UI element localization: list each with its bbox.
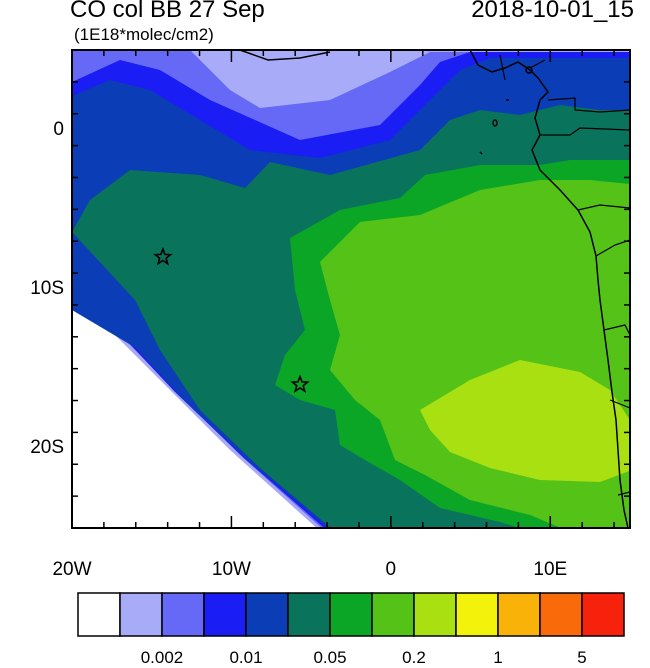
lat-label: 0 (53, 118, 64, 140)
colorbar-label: 0.2 (402, 648, 426, 667)
star-marker-icon (290, 374, 310, 393)
marker-layer (153, 246, 310, 393)
colorbar-swatch (581, 592, 625, 637)
colorbar-swatch (161, 592, 205, 637)
colorbar-label: 0.05 (313, 648, 347, 667)
colorbar-swatch (203, 592, 247, 637)
star-marker-icon (153, 246, 173, 266)
co-concentration-field (72, 50, 630, 528)
lon-label: 20W (52, 559, 92, 580)
map-frame (71, 49, 631, 529)
lon-label: 0 (385, 559, 397, 580)
colorbar-swatch (455, 592, 499, 637)
colorbar-swatch (287, 592, 331, 637)
colorbar-label: 0.002 (140, 648, 184, 667)
colorbar-label: 1 (493, 648, 503, 667)
map-ticks (71, 49, 630, 529)
lat-label: 10S (30, 278, 64, 299)
lon-label: 10W (211, 559, 251, 580)
colorbar-swatch (119, 592, 163, 637)
colorbar-swatch (77, 592, 121, 637)
colorbar-swatch (329, 592, 373, 637)
colorbar-swatch (371, 592, 415, 637)
colorbar-swatch (497, 592, 541, 637)
colorbar-swatch (413, 592, 457, 637)
timestamp-label: 2018-10-01_15 (471, 0, 634, 23)
lat-label: 20S (30, 437, 64, 459)
colorbar (77, 592, 625, 637)
colorbar-swatch (539, 592, 583, 637)
colorbar-label: 5 (577, 648, 587, 667)
units-label: (1E18*molec/cm2) (74, 25, 214, 44)
map-title: CO col BB 27 Sep (70, 0, 265, 23)
colorbar-label: 0.01 (229, 648, 263, 667)
lon-label: 10E (533, 559, 568, 580)
colorbar-swatch (245, 592, 289, 637)
